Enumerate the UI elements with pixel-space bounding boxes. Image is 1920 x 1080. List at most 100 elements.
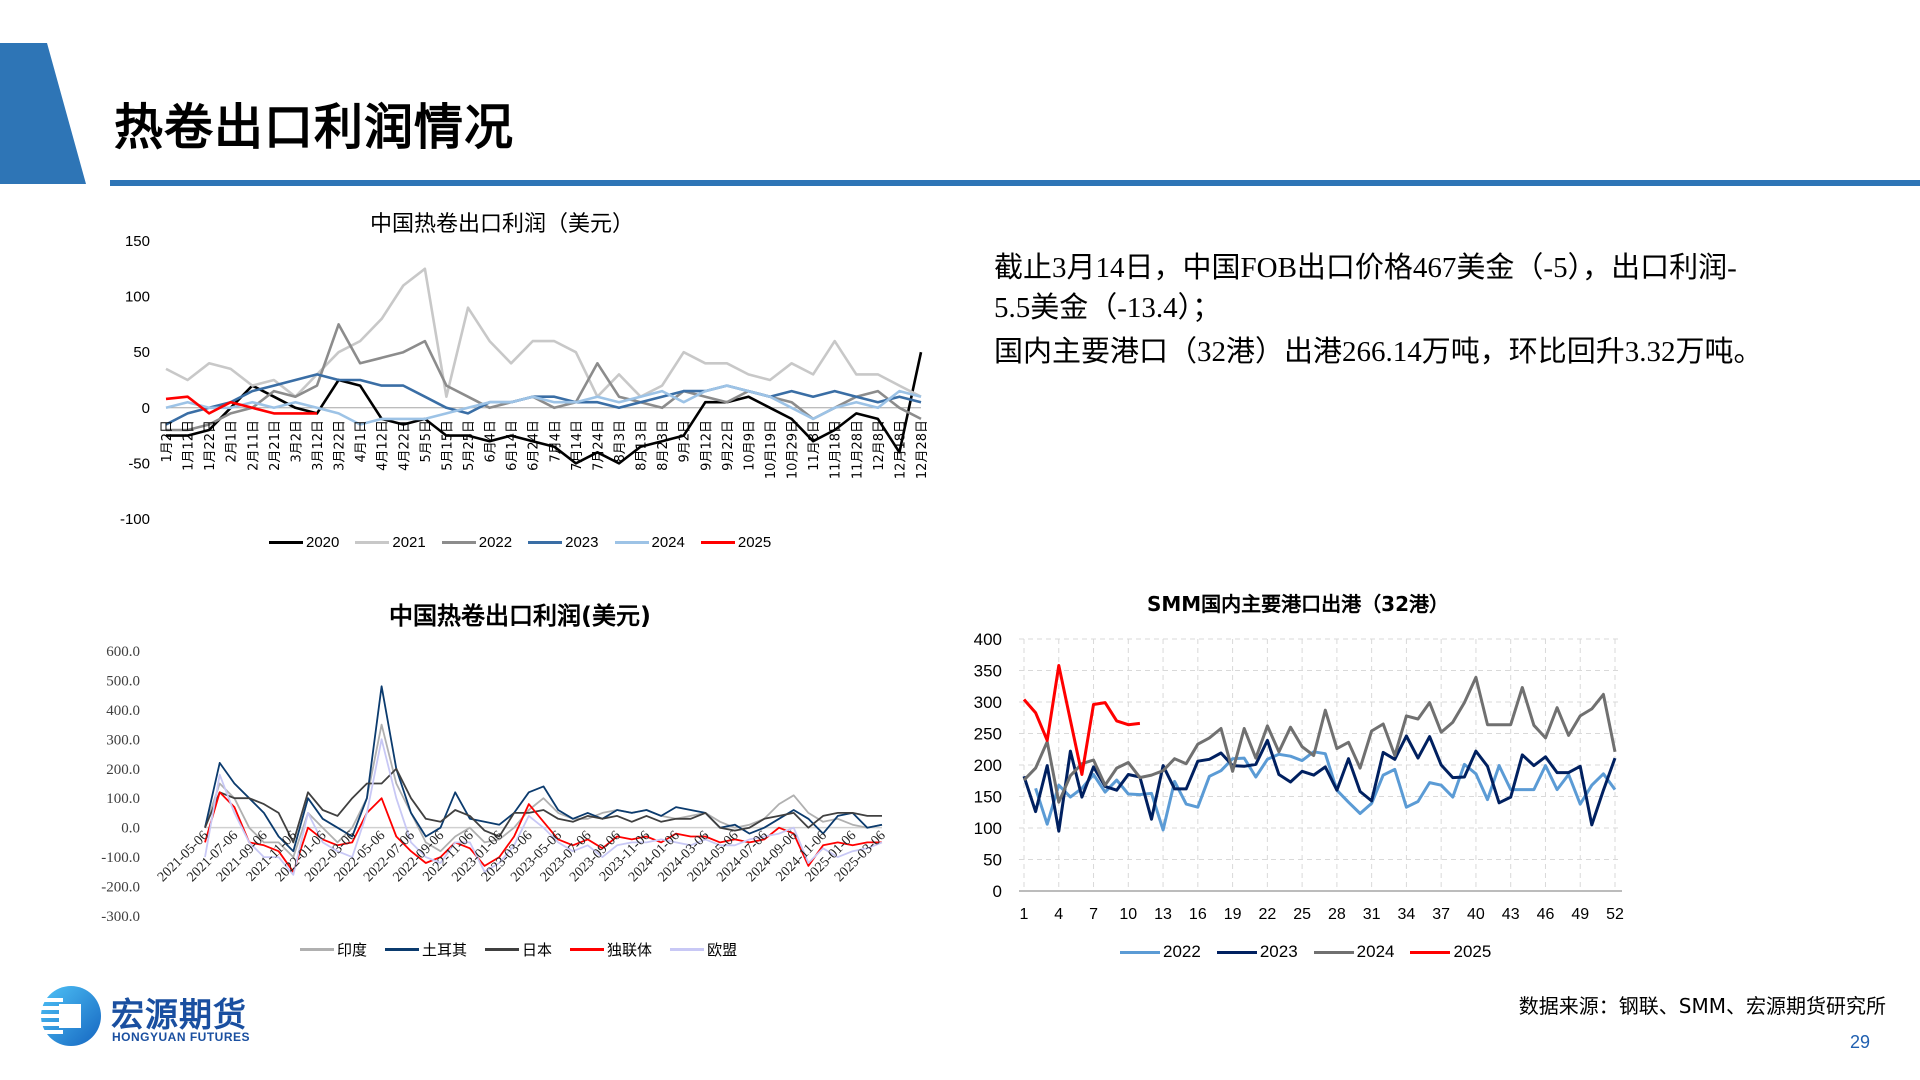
- chart1-y-tick-label: 50: [133, 344, 150, 361]
- chart1-x-tick-label: 3月22日: [333, 420, 348, 471]
- chart3-y-tick-label: 100: [974, 819, 1002, 838]
- legend-swatch: [1216, 950, 1257, 954]
- legend-label: 2022: [478, 534, 513, 551]
- chart3-y-tick-label: 300: [974, 693, 1002, 712]
- legend-item-土耳其: 土耳其: [385, 939, 467, 960]
- chart2-y-tick-label: 200.0: [106, 762, 140, 778]
- chart1-x-tick-label: 3月12日: [311, 420, 326, 471]
- chart3-y-tick-label: 200: [974, 756, 1002, 775]
- legend-label: 2025: [1453, 942, 1492, 961]
- legend-swatch: [614, 541, 649, 544]
- chart3-x-tick-label: 31: [1363, 906, 1381, 923]
- chart3-series-2025: [1022, 664, 1141, 776]
- chart1-y-tick-label: 0: [142, 400, 150, 417]
- legend-item-2020: 2020: [269, 534, 339, 551]
- chart3-x-tick-label: 52: [1606, 906, 1624, 923]
- chart3-y-tick-label: 50: [983, 851, 1002, 870]
- chart1-x-tick-label: 8月13日: [635, 420, 650, 471]
- chart1-x-tick-label: 4月22日: [397, 420, 412, 471]
- chart3-x-tick-label: 28: [1328, 906, 1346, 923]
- chart2-y-tick-label: -300.0: [101, 909, 140, 925]
- chart1-x-tick-label: 5月25日: [462, 420, 477, 471]
- legend-label: 2023: [1259, 942, 1298, 961]
- chart1-series-2022: [166, 323, 922, 432]
- legend-item-独联体: 独联体: [570, 939, 652, 960]
- legend-item-2022: 2022: [1120, 942, 1201, 962]
- legend-swatch: [441, 541, 476, 544]
- chart1-series-2023: [165, 373, 922, 426]
- chart3-x-tick-label: 4: [1054, 906, 1063, 923]
- chart1-x-tick-label: 12月8日: [872, 420, 887, 471]
- chart2-y-tick-label: -100.0: [101, 850, 140, 866]
- chart3-x-tick-label: 13: [1154, 906, 1172, 923]
- chart1-x-tick-label: 10月29日: [786, 420, 801, 479]
- legend-item-欧盟: 欧盟: [670, 939, 737, 960]
- chart3-y-tick-label: 250: [974, 725, 1002, 744]
- chart3-x-tick-label: 46: [1537, 906, 1555, 923]
- chart2-series-欧盟: [204, 738, 883, 876]
- legend-item-2023: 2023: [528, 534, 599, 551]
- legend-label: 2024: [651, 534, 685, 551]
- legend-swatch: [670, 948, 705, 951]
- chart3-x-tick-label: 43: [1502, 906, 1520, 923]
- legend-item-2023: 2023: [1216, 942, 1298, 962]
- legend-label: 日本: [522, 943, 553, 959]
- chart2-y-tick-label: -200.0: [101, 880, 140, 896]
- chart1-x-tick-label: 3月2日: [289, 420, 304, 463]
- chart1-x-tick-label: 1月12日: [182, 420, 197, 471]
- chart1-x-tick-label: 6月24日: [527, 420, 542, 471]
- legend-label: 2022: [1163, 942, 1201, 961]
- legend-label: 欧盟: [707, 943, 738, 959]
- legend-label: 2021: [392, 534, 426, 551]
- chart2-y-tick-label: 300.0: [106, 732, 140, 748]
- legend-label: 独联体: [607, 943, 653, 959]
- chart3-legend: 2022 2023 2024 2025: [1120, 942, 1507, 962]
- legend-swatch: [385, 948, 420, 951]
- chart1-series-2021: [165, 267, 922, 398]
- chart1-y-tick-label: -50: [128, 455, 150, 472]
- chart2-y-tick-label: 400.0: [106, 703, 140, 719]
- chart2-y-tick-label: 500.0: [106, 673, 140, 689]
- chart2-title: 中国热卷出口利润(美元): [389, 602, 651, 630]
- legend-item-2024: 2024: [614, 534, 685, 551]
- chart1-x-tick-label: 9月2日: [678, 420, 693, 463]
- chart1-legend: 2020 2021 2022 2023 2024 2025: [269, 534, 787, 551]
- chart3-x-tick-label: 1: [1020, 906, 1029, 923]
- chart1-title: 中国热卷出口利润（美元）: [369, 212, 635, 237]
- summary-line-1: 截止3月14日，中国FOB出口价格467美金（-5），出口利润-: [994, 252, 1737, 284]
- legend-item-日本: 日本: [485, 939, 552, 960]
- legend-swatch: [570, 948, 605, 951]
- chart1-x-tick-label: 7月24日: [591, 420, 606, 471]
- chart2-y-tick-label: 600.0: [106, 644, 140, 660]
- legend-label: 2020: [306, 534, 340, 551]
- chart1-x-tick-label: 6月14日: [505, 420, 520, 471]
- chart3-x-tick-label: 25: [1293, 906, 1311, 923]
- chart3-y-tick-label: 400: [974, 630, 1002, 649]
- chart2-y-tick-label: 100.0: [106, 791, 140, 807]
- legend-swatch: [528, 541, 563, 544]
- chart3-x-tick-label: 16: [1189, 906, 1207, 923]
- chart3-x-tick-label: 10: [1119, 906, 1137, 923]
- chart1-x-tick-label: 8月3日: [613, 420, 628, 463]
- legend-swatch: [269, 541, 303, 544]
- legend-swatch: [355, 541, 390, 544]
- chart1-x-tick-label: 10月9日: [742, 420, 757, 471]
- company-logo: 宏源期货 HONGYUAN FUTURES: [37, 984, 267, 1050]
- chart3-y-tick-label: 0: [993, 882, 1002, 901]
- summary-line-2: 5.5美金（-13.4）；: [994, 292, 1222, 324]
- summary-line-3: 国内主要港口（32港）出港266.14万吨，环比回升3.32万吨。: [994, 336, 1763, 368]
- chart1-y-tick-label: 100: [125, 289, 150, 306]
- chart1-x-tick-label: 12月18日: [893, 420, 908, 479]
- legend-swatch: [700, 541, 735, 544]
- page-title: 热卷出口利润情况: [114, 99, 515, 156]
- logo-mark-icon: [39, 986, 101, 1046]
- chart3-series-2023: [1022, 734, 1617, 833]
- chart3-title: SMM国内主要港口出港（32港）: [1146, 592, 1450, 616]
- chart1-x-tick-label: 2月11日: [246, 420, 261, 471]
- chart1-x-tick-label: 7月14日: [570, 420, 585, 471]
- legend-label: 土耳其: [422, 943, 468, 959]
- chart1-series-2025: [165, 395, 317, 415]
- chart3-x-tick-label: 40: [1467, 906, 1485, 923]
- chart1-x-tick-label: 2月21日: [268, 420, 283, 471]
